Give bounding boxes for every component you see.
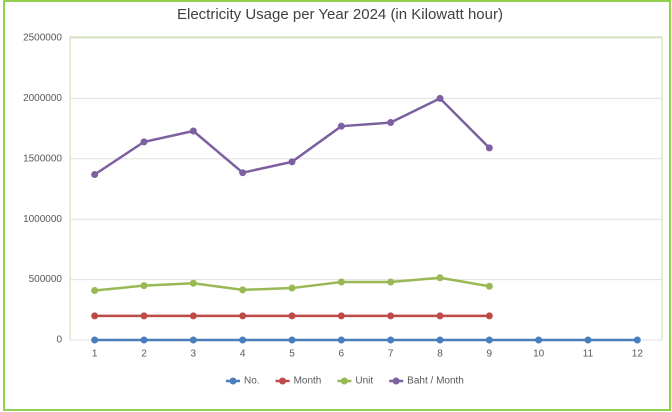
data-point: [337, 122, 345, 130]
legend-label: Month: [294, 376, 322, 387]
y-tick-label: 0: [56, 335, 62, 346]
data-point: [535, 336, 543, 344]
data-point: [140, 336, 148, 344]
data-point: [189, 127, 197, 135]
data-point: [337, 278, 345, 286]
data-point: [436, 336, 444, 344]
data-point: [387, 278, 395, 286]
data-point: [91, 336, 99, 344]
y-tick-label: 1000000: [23, 214, 62, 225]
data-point: [485, 336, 493, 344]
data-point: [485, 282, 493, 290]
data-point: [337, 336, 345, 344]
data-point: [436, 274, 444, 282]
legend-marker: [279, 377, 287, 385]
legend-label: Baht / Month: [407, 376, 464, 387]
data-point: [436, 94, 444, 102]
chart-title: Electricity Usage per Year 2024 (in Kilo…: [177, 6, 503, 23]
data-point: [140, 282, 148, 290]
x-tick-label: 3: [191, 349, 197, 360]
x-tick-label: 8: [437, 349, 443, 360]
data-point: [337, 312, 345, 320]
y-tick-label: 500000: [29, 274, 63, 285]
legend-label: No.: [244, 376, 260, 387]
data-point: [387, 336, 395, 344]
x-tick-label: 10: [533, 349, 545, 360]
legend-label: Unit: [355, 376, 373, 387]
data-point: [288, 312, 296, 320]
data-point: [140, 138, 148, 146]
data-point: [239, 336, 247, 344]
data-point: [91, 171, 99, 179]
legend-marker: [229, 377, 237, 385]
data-point: [485, 144, 493, 152]
x-tick-label: 2: [141, 349, 147, 360]
x-tick-label: 12: [632, 349, 644, 360]
x-tick-label: 5: [289, 349, 295, 360]
data-point: [189, 279, 197, 287]
legend-marker: [340, 377, 348, 385]
data-point: [239, 169, 247, 177]
data-point: [91, 286, 99, 294]
data-point: [584, 336, 592, 344]
y-tick-label: 2000000: [23, 93, 62, 104]
x-tick-label: 11: [583, 349, 594, 360]
x-tick-label: 6: [339, 349, 345, 360]
data-point: [288, 336, 296, 344]
data-point: [91, 312, 99, 320]
data-point: [140, 312, 148, 320]
data-point: [288, 158, 296, 166]
y-tick-label: 2500000: [23, 33, 62, 44]
x-tick-label: 7: [388, 349, 394, 360]
data-point: [288, 284, 296, 292]
chart-border: [3, 0, 671, 411]
data-point: [387, 119, 395, 127]
data-point: [387, 312, 395, 320]
data-point: [633, 336, 641, 344]
x-tick-label: 9: [487, 349, 493, 360]
data-point: [189, 312, 197, 320]
data-point: [239, 312, 247, 320]
x-tick-label: 1: [92, 349, 98, 360]
data-point: [189, 336, 197, 344]
x-tick-label: 4: [240, 349, 246, 360]
legend-marker: [392, 377, 400, 385]
plot-border: [69, 36, 663, 341]
data-point: [239, 286, 247, 294]
data-point: [485, 312, 493, 320]
data-point: [436, 312, 444, 320]
y-tick-label: 1500000: [23, 153, 62, 164]
